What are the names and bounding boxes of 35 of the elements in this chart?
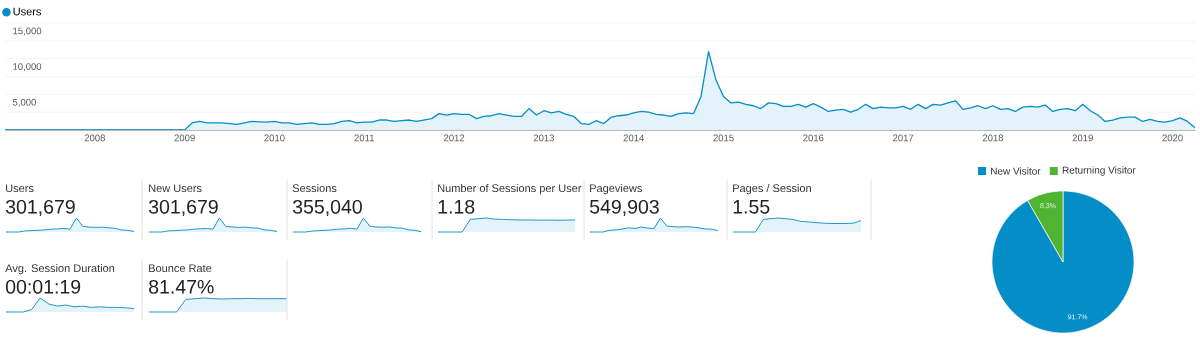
legend-label: New Visitor bbox=[991, 167, 1041, 175]
x-tick-label: 2019 bbox=[1072, 134, 1093, 142]
x-tick-label: 2018 bbox=[982, 134, 1004, 142]
chart-title: New Users bbox=[149, 184, 202, 193]
x-tick-label: 2020 bbox=[1162, 134, 1183, 142]
chart-subtitle: 1.55 bbox=[733, 200, 770, 214]
chart-title: Sessions bbox=[292, 184, 337, 193]
y-tick-label: 5,000 bbox=[12, 98, 36, 107]
x-tick-label: 2013 bbox=[533, 134, 555, 142]
chart-subtitle: 301,679 bbox=[148, 199, 218, 216]
chart-title: Pages / Session bbox=[733, 184, 811, 195]
y-tick-label: 15,000 bbox=[13, 27, 42, 36]
chart-subtitle: 355,040 bbox=[292, 199, 362, 216]
chart-subtitle: 301,679 bbox=[5, 199, 75, 216]
chart-title: Avg. Session Duration bbox=[5, 264, 115, 275]
x-tick-label: 2015 bbox=[713, 134, 734, 142]
chart-title: Pageviews bbox=[590, 184, 642, 195]
legend-label: Users bbox=[13, 7, 42, 16]
y-tick-label: 10,000 bbox=[13, 63, 42, 72]
chart-subtitle: 1.18 bbox=[438, 199, 475, 214]
x-tick-label: 2011 bbox=[354, 134, 374, 142]
chart-subtitle: 81.47% bbox=[149, 279, 214, 294]
chart-title: Users bbox=[6, 184, 34, 193]
x-tick-label: 2014 bbox=[623, 134, 644, 142]
x-tick-label: 2008 bbox=[84, 134, 105, 142]
x-tick-label: 2012 bbox=[443, 134, 465, 142]
chart-subtitle: 00:01:19 bbox=[5, 279, 81, 294]
chart-title: Number of Sessions per User bbox=[438, 184, 582, 195]
chart-title: Bounce Rate bbox=[149, 264, 212, 273]
legend-label: Returning Visitor bbox=[1062, 166, 1136, 176]
chart-subtitle: 549,903 bbox=[589, 199, 659, 216]
x-tick-label: 2017 bbox=[893, 134, 914, 142]
x-tick-label: 2016 bbox=[803, 134, 824, 142]
x-tick-label: 2009 bbox=[174, 134, 195, 142]
x-tick-label: 2010 bbox=[264, 134, 285, 142]
